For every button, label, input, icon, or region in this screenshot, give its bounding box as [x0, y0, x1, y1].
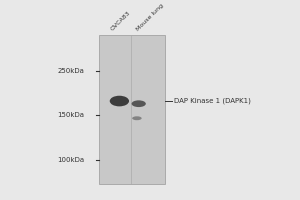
FancyBboxPatch shape	[100, 35, 165, 184]
Text: Mouse lung: Mouse lung	[135, 3, 164, 32]
Text: 150kDa: 150kDa	[58, 112, 85, 118]
Text: 250kDa: 250kDa	[58, 68, 85, 74]
Text: OVCA83: OVCA83	[109, 10, 131, 32]
Ellipse shape	[110, 96, 129, 106]
Text: DAP Kinase 1 (DAPK1): DAP Kinase 1 (DAPK1)	[174, 98, 251, 104]
Text: 100kDa: 100kDa	[58, 157, 85, 163]
Ellipse shape	[132, 100, 146, 107]
Ellipse shape	[132, 116, 142, 120]
